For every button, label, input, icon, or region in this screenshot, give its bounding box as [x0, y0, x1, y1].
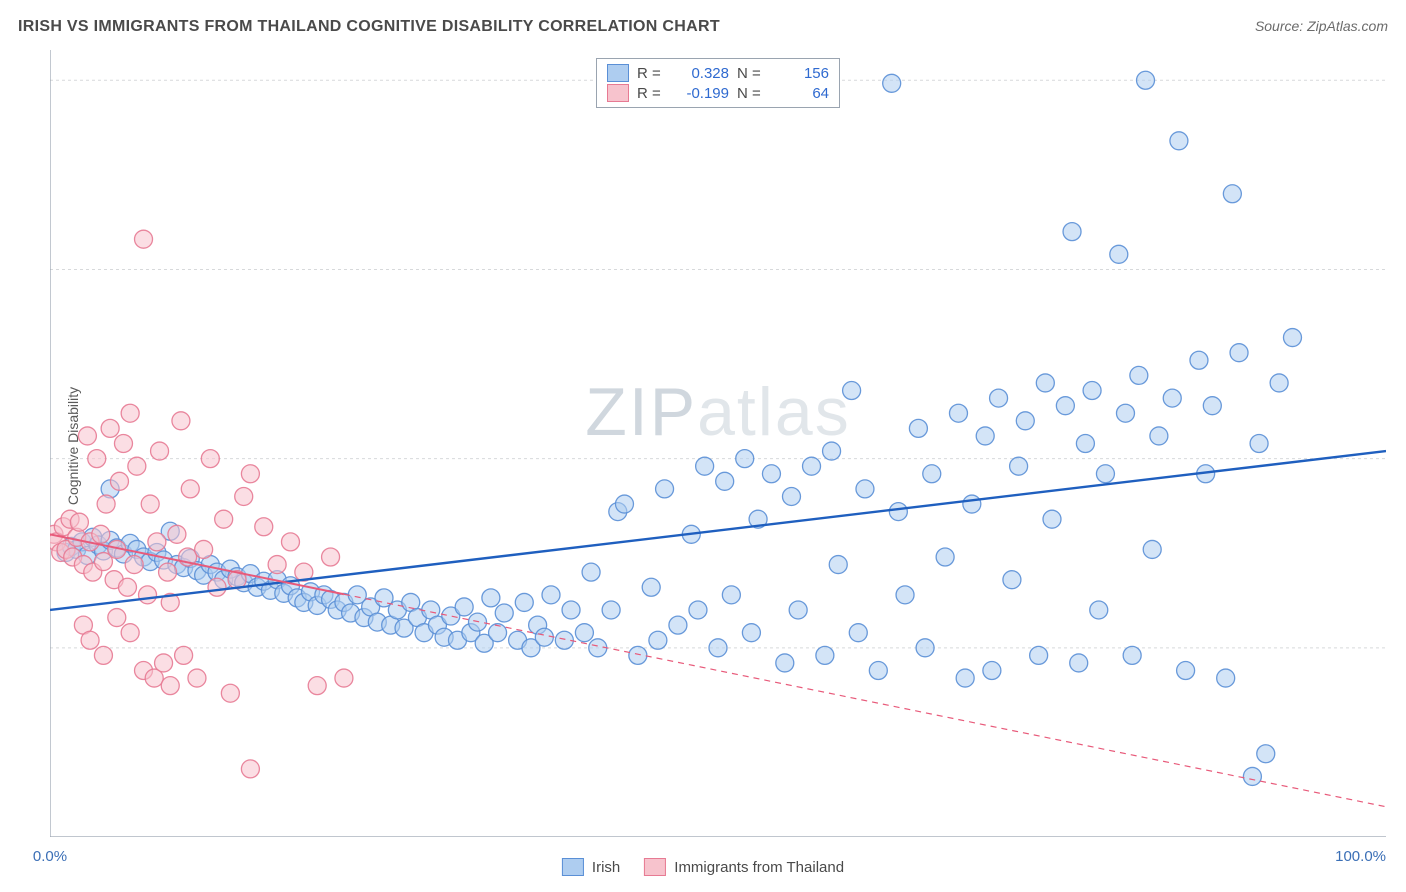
source-prefix: Source: [1255, 18, 1307, 34]
legend-item-thailand: Immigrants from Thailand [644, 858, 844, 876]
legend-swatch-thailand [644, 858, 666, 876]
stat-r-label: R = [637, 85, 665, 102]
source-attribution: Source: ZipAtlas.com [1255, 18, 1388, 34]
legend-label-irish: Irish [592, 859, 620, 876]
source-name: ZipAtlas.com [1307, 18, 1388, 34]
chart-container: ZIPatlas R = 0.328 N = 156 R = -0.199 N … [50, 50, 1386, 837]
bottom-legend: Irish Immigrants from Thailand [562, 858, 844, 876]
stats-legend-box: R = 0.328 N = 156 R = -0.199 N = 64 [596, 58, 840, 108]
swatch-irish [607, 64, 629, 82]
stats-row-thailand: R = -0.199 N = 64 [607, 83, 829, 103]
swatch-thailand [607, 84, 629, 102]
scatter-plot [50, 50, 1386, 837]
legend-label-thailand: Immigrants from Thailand [674, 859, 844, 876]
stat-n-irish: 156 [773, 65, 829, 82]
x-tick-label: 0.0% [33, 848, 67, 865]
stat-r-irish: 0.328 [673, 65, 729, 82]
stat-n-label: N = [737, 65, 765, 82]
stats-row-irish: R = 0.328 N = 156 [607, 63, 829, 83]
stat-n-thailand: 64 [773, 85, 829, 102]
x-tick-label: 100.0% [1335, 848, 1386, 865]
stat-r-label: R = [637, 65, 665, 82]
legend-swatch-irish [562, 858, 584, 876]
legend-item-irish: Irish [562, 858, 620, 876]
stat-r-thailand: -0.199 [673, 85, 729, 102]
stat-n-label: N = [737, 85, 765, 102]
chart-title: IRISH VS IMMIGRANTS FROM THAILAND COGNIT… [18, 18, 720, 36]
